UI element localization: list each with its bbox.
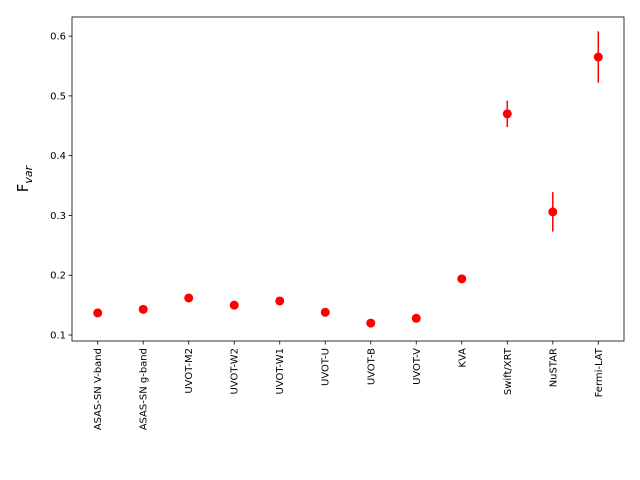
point xyxy=(548,207,558,217)
x-tick-label: KVA xyxy=(457,348,468,368)
x-tick-label: UVOT-W2 xyxy=(230,348,241,395)
y-label-main: F xyxy=(14,184,32,193)
plot-frame xyxy=(71,16,625,342)
point xyxy=(457,274,467,284)
point xyxy=(366,318,376,328)
x-tick-label: Fermi-LAT xyxy=(594,347,605,397)
point xyxy=(93,308,103,318)
y-tick-label: 0.3 xyxy=(50,211,66,222)
point xyxy=(275,296,285,306)
y-tick-label: 0.1 xyxy=(50,331,66,342)
point xyxy=(320,307,330,317)
x-tick-label: ASAS-SN V-band xyxy=(93,348,104,430)
y-tick-label: 0.5 xyxy=(50,91,66,102)
point xyxy=(184,293,194,303)
point xyxy=(593,52,603,62)
y-tick-label: 0.2 xyxy=(50,271,66,282)
point xyxy=(411,313,421,323)
x-tick-label: NuSTAR xyxy=(548,348,559,387)
x-tick-label: ASAS-SN g-band xyxy=(139,348,150,430)
y-axis-label: Fvar xyxy=(14,164,35,192)
y-tick-label: 0.6 xyxy=(50,32,66,43)
x-tick-label: UVOT-B xyxy=(366,348,377,385)
x-tick-label: UVOT-U xyxy=(321,348,332,386)
x-tick-label: UVOT-V xyxy=(412,348,423,385)
x-tick-label: UVOT-W1 xyxy=(275,348,286,395)
point xyxy=(502,109,512,119)
x-tick-label: Swift/XRT xyxy=(503,347,514,395)
x-tick-label: UVOT-M2 xyxy=(184,348,195,394)
y-tick-label: 0.4 xyxy=(50,151,66,162)
y-label-sub: var xyxy=(22,164,35,183)
point xyxy=(229,300,239,310)
point xyxy=(138,304,148,314)
